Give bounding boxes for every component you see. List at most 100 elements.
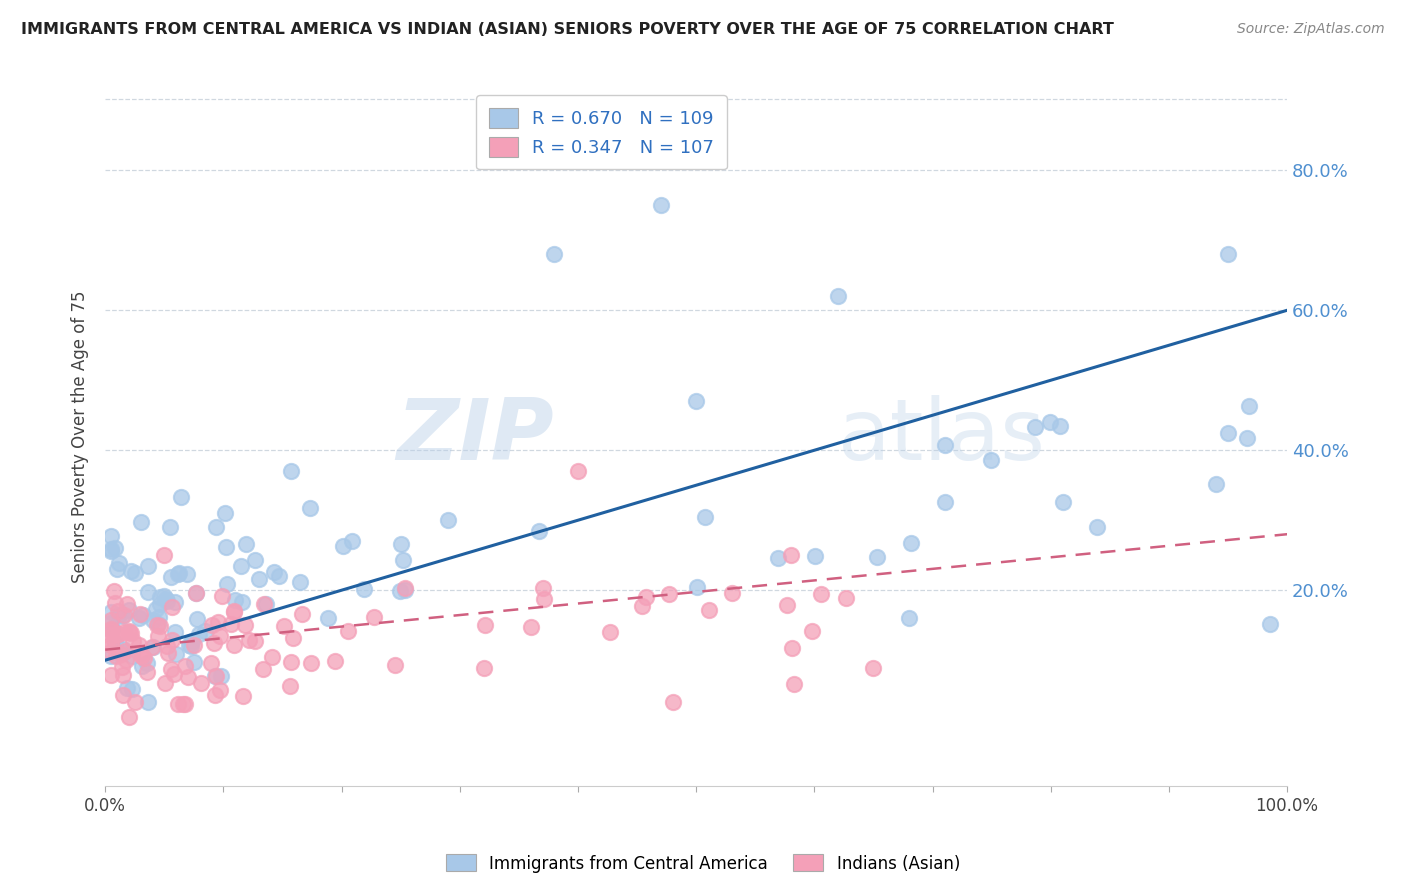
Point	[162, 599, 184, 614]
Point	[115, 653, 138, 667]
Point	[111, 660, 134, 674]
Point	[108, 556, 131, 570]
Point	[980, 453, 1002, 467]
Point	[1049, 419, 1071, 434]
Point	[252, 662, 274, 676]
Point	[697, 603, 720, 617]
Point	[141, 640, 163, 655]
Point	[224, 605, 246, 619]
Point	[1239, 399, 1261, 413]
Point	[132, 608, 155, 623]
Point	[567, 464, 589, 478]
Point	[394, 582, 416, 597]
Point	[269, 569, 291, 583]
Point	[110, 648, 132, 662]
Point	[131, 659, 153, 673]
Point	[103, 583, 125, 598]
Point	[111, 688, 134, 702]
Point	[336, 624, 359, 639]
Point	[862, 661, 884, 675]
Point	[1216, 247, 1239, 261]
Point	[111, 668, 134, 682]
Point	[661, 695, 683, 709]
Point	[281, 631, 304, 645]
Point	[160, 663, 183, 677]
Point	[134, 650, 156, 665]
Point	[121, 682, 143, 697]
Point	[105, 562, 128, 576]
Point	[782, 641, 804, 656]
Point	[115, 681, 138, 695]
Point	[110, 645, 132, 659]
Point	[776, 598, 799, 612]
Point	[783, 676, 806, 690]
Point	[224, 604, 246, 618]
Point	[100, 616, 122, 631]
Point	[111, 609, 134, 624]
Point	[100, 529, 122, 543]
Point	[107, 604, 129, 618]
Point	[100, 645, 122, 659]
Point	[599, 625, 621, 640]
Point	[129, 648, 152, 662]
Point	[183, 655, 205, 669]
Point	[156, 639, 179, 653]
Point	[353, 582, 375, 596]
Point	[238, 632, 260, 647]
Point	[162, 633, 184, 648]
Point	[145, 601, 167, 615]
Point	[181, 633, 204, 648]
Point	[186, 586, 208, 600]
Point	[159, 570, 181, 584]
Point	[149, 591, 172, 605]
Point	[146, 629, 169, 643]
Point	[231, 558, 253, 573]
Point	[112, 608, 135, 623]
Point	[208, 629, 231, 643]
Point	[136, 695, 159, 709]
Point	[100, 605, 122, 619]
Point	[149, 597, 172, 611]
Point	[101, 622, 124, 636]
Point	[100, 544, 122, 558]
Point	[163, 624, 186, 639]
Point	[394, 582, 416, 596]
Point	[1205, 477, 1227, 491]
Point	[631, 599, 654, 613]
Point	[437, 512, 460, 526]
Point	[208, 682, 231, 697]
Point	[1216, 426, 1239, 441]
Text: IMMIGRANTS FROM CENTRAL AMERICA VS INDIAN (ASIAN) SENIORS POVERTY OVER THE AGE O: IMMIGRANTS FROM CENTRAL AMERICA VS INDIA…	[21, 22, 1114, 37]
Point	[768, 551, 790, 566]
Point	[232, 690, 254, 704]
Point	[810, 587, 832, 601]
Point	[156, 594, 179, 608]
Point	[129, 607, 152, 621]
Point	[474, 617, 496, 632]
Point	[131, 649, 153, 664]
Point	[323, 654, 346, 668]
Point	[529, 524, 551, 538]
Point	[100, 613, 122, 627]
Point	[205, 669, 228, 683]
Point	[104, 541, 127, 556]
Point	[177, 670, 200, 684]
Point	[104, 596, 127, 610]
Point	[105, 649, 128, 664]
Point	[280, 655, 302, 669]
Legend: R = 0.670   N = 109, R = 0.347   N = 107: R = 0.670 N = 109, R = 0.347 N = 107	[477, 95, 727, 169]
Point	[543, 247, 565, 261]
Point	[141, 640, 163, 654]
Point	[163, 595, 186, 609]
Point	[104, 636, 127, 650]
Point	[231, 594, 253, 608]
Point	[155, 676, 177, 690]
Point	[299, 656, 322, 670]
Point	[340, 534, 363, 549]
Point	[533, 592, 555, 607]
Text: Source: ZipAtlas.com: Source: ZipAtlas.com	[1237, 22, 1385, 37]
Point	[120, 626, 142, 640]
Point	[124, 695, 146, 709]
Point	[685, 394, 707, 409]
Point	[149, 618, 172, 632]
